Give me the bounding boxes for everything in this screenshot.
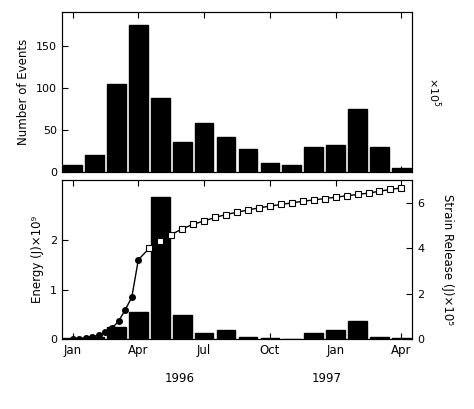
Bar <box>85 155 104 172</box>
Bar <box>195 123 213 172</box>
Bar <box>370 147 389 172</box>
Bar <box>326 145 345 172</box>
Bar <box>151 98 170 172</box>
Bar <box>63 165 82 172</box>
Y-axis label: Energy (J)×10⁹: Energy (J)×10⁹ <box>31 216 44 303</box>
Bar <box>261 338 279 339</box>
Y-axis label: Strain Release (J)×10⁵: Strain Release (J)×10⁵ <box>441 194 454 325</box>
Bar <box>348 109 367 172</box>
Bar <box>304 333 323 339</box>
Y-axis label: $\times$10$^5$: $\times$10$^5$ <box>426 77 443 107</box>
Bar <box>129 312 148 339</box>
Bar <box>129 25 148 172</box>
Bar <box>217 330 236 339</box>
Bar <box>173 315 191 339</box>
Bar <box>217 137 236 172</box>
Bar <box>173 142 191 172</box>
Bar <box>238 149 257 172</box>
Bar <box>195 333 213 339</box>
Bar <box>238 337 257 339</box>
Bar <box>348 321 367 339</box>
Bar <box>392 168 411 172</box>
Bar <box>85 337 104 339</box>
Bar <box>107 327 126 339</box>
Bar <box>283 165 301 172</box>
Bar <box>370 337 389 339</box>
Bar <box>151 197 170 339</box>
Bar <box>304 147 323 172</box>
Text: 1997: 1997 <box>312 373 342 385</box>
Y-axis label: Number of Events: Number of Events <box>17 39 30 145</box>
Bar <box>261 164 279 172</box>
Text: 1996: 1996 <box>165 373 195 385</box>
Bar <box>107 84 126 172</box>
Bar <box>326 330 345 339</box>
